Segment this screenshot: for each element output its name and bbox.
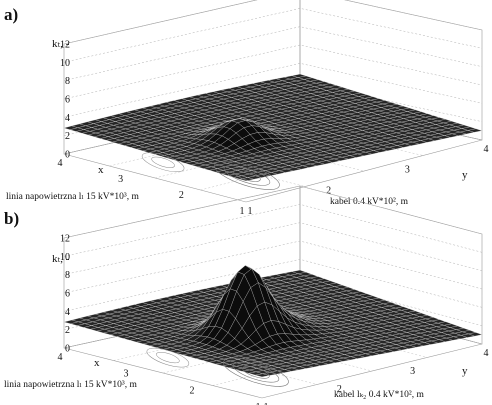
y-caption-a: kabel 0.4 kV*10², m bbox=[330, 197, 409, 207]
z-tick-label: 0 bbox=[65, 344, 70, 355]
y-axis-label-a: y bbox=[462, 169, 468, 181]
x-axis-label-b: x bbox=[94, 357, 100, 369]
z-tick-label: 4 bbox=[65, 113, 70, 124]
surface-cell bbox=[468, 332, 483, 337]
y-tick-label: 2 bbox=[326, 185, 331, 196]
surface-a bbox=[63, 73, 483, 182]
z-tick-label: 2 bbox=[65, 325, 70, 336]
contour-line bbox=[151, 156, 175, 168]
y-caption-b: kabel lₖ₂ 0.4 kV*10², m bbox=[334, 390, 424, 400]
z-tick-label: 6 bbox=[65, 95, 70, 106]
x-caption-b: linia napowietrzna lₗ 15 kV*10³, m bbox=[4, 380, 137, 390]
x-tick-label: 3 bbox=[124, 369, 129, 380]
y-tick-label: 2 bbox=[337, 384, 342, 395]
panel-label-b: b) bbox=[4, 209, 19, 228]
z-axis-label-a: kₜ, - bbox=[52, 38, 70, 50]
surface-b bbox=[63, 265, 483, 378]
contour-line bbox=[223, 357, 289, 387]
x-caption-a: linia napowietrzna lₗ 15 kV*10³, m bbox=[6, 192, 139, 202]
z-tick-label: 4 bbox=[65, 307, 70, 318]
x-tick-label: 2 bbox=[179, 190, 184, 201]
x-tick-label: 4 bbox=[58, 352, 63, 363]
z-tick-label: 10 bbox=[60, 252, 70, 263]
contours-a bbox=[141, 152, 280, 190]
z-tick-label: 2 bbox=[65, 131, 70, 142]
y-tick-label: 3 bbox=[410, 366, 415, 377]
contour-line bbox=[146, 347, 190, 368]
y-axis-label-b: y bbox=[462, 365, 468, 377]
contours-b bbox=[146, 347, 289, 387]
contour-line bbox=[141, 152, 185, 173]
x-tick-label: 2 bbox=[190, 385, 195, 396]
y-tick-label: 4 bbox=[484, 348, 489, 359]
contour-line bbox=[156, 352, 180, 364]
z-tick-label: 8 bbox=[65, 270, 70, 281]
x-axis-label-a: x bbox=[98, 164, 104, 176]
y-tick-label: 3 bbox=[405, 165, 410, 176]
y-tick-label: 1 bbox=[264, 402, 269, 405]
surface-cell bbox=[467, 128, 483, 133]
y-tick-label: 4 bbox=[484, 144, 489, 155]
z-tick-label: 12 bbox=[60, 40, 70, 51]
z-tick-label: 8 bbox=[65, 76, 70, 87]
x-tick-label: 1 bbox=[240, 206, 245, 217]
y-tick-label: 1 bbox=[248, 206, 253, 217]
z-tick-label: 12 bbox=[60, 234, 70, 245]
z-tick-label: 10 bbox=[60, 58, 70, 69]
z-tick-label: 0 bbox=[65, 150, 70, 161]
contour-line bbox=[232, 361, 280, 383]
x-tick-label: 3 bbox=[118, 174, 123, 185]
contour-line bbox=[242, 365, 270, 379]
contour-line bbox=[214, 160, 280, 190]
z-axis-label-b: kₜ, - bbox=[52, 253, 70, 265]
contour-line bbox=[223, 165, 271, 186]
z-tick-label: 6 bbox=[65, 289, 70, 300]
contour-line bbox=[233, 169, 261, 182]
panel-label-a: a) bbox=[4, 5, 18, 24]
x-tick-label: 4 bbox=[58, 158, 63, 169]
x-tick-label: 1 bbox=[256, 402, 261, 405]
